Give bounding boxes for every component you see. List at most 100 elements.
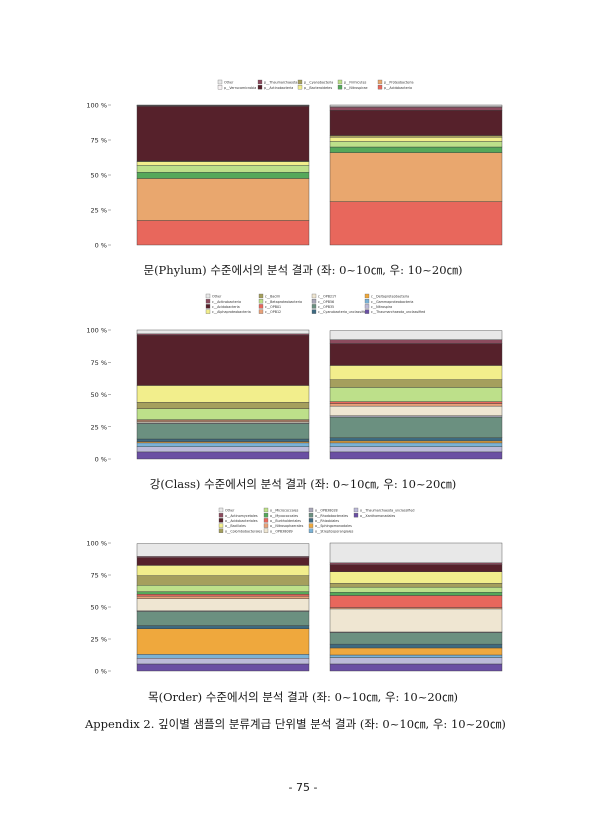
bar-segment — [136, 543, 310, 557]
legend-swatch — [258, 304, 264, 309]
y-tick-label: 0 % — [95, 456, 107, 464]
bar-segment — [136, 625, 310, 629]
legend-label: p__Acidobacteria — [384, 86, 412, 90]
legend-swatch — [205, 293, 211, 299]
y-tick-label: 25 % — [90, 636, 107, 644]
bar-segment — [329, 583, 503, 588]
legend-label: Other — [212, 295, 222, 299]
legend-swatch — [263, 518, 269, 523]
bar-segment — [136, 628, 310, 655]
bar-segment — [136, 106, 310, 162]
legend-label: o__Micrococcales — [270, 509, 299, 513]
legend-swatch — [364, 299, 370, 304]
bar-segment — [329, 592, 503, 596]
bar-segment — [136, 334, 310, 386]
y-tick-label: 25 % — [90, 423, 107, 431]
legend-swatch — [263, 528, 269, 533]
bar-segment — [136, 663, 310, 672]
legend-label: p__Proteobacteria — [384, 81, 414, 85]
bar-segment — [329, 571, 503, 584]
legend-label: c__Acidobacteria — [212, 305, 240, 309]
legend-swatch — [263, 507, 269, 513]
legend-label: o__Burkholderiales — [270, 519, 301, 523]
bar-segment — [136, 575, 310, 586]
legend-label: c__Alphaproteobacteria — [212, 310, 251, 314]
legend-swatch — [364, 304, 370, 309]
legend-label: o__Thaumarchaeota_unclassified — [360, 509, 414, 513]
y-tick-label: 75 % — [90, 137, 107, 145]
y-tick-label: 100 % — [86, 540, 107, 548]
legend-swatch — [308, 507, 314, 513]
legend-label: c__Betaproteobacteria — [265, 300, 302, 304]
legend-swatch — [218, 513, 224, 518]
bar-segment — [329, 632, 503, 645]
legend-swatch — [311, 304, 317, 309]
bar-segment — [329, 564, 503, 573]
bar-segment — [329, 647, 503, 656]
y-tick-label: 75 % — [90, 572, 107, 580]
legend-swatch — [217, 85, 223, 90]
legend-swatch — [257, 79, 263, 85]
y-tick-label: 0 % — [95, 668, 107, 676]
legend-swatch — [218, 528, 224, 533]
legend-swatch — [258, 299, 264, 304]
y-tick-label: 100 % — [86, 327, 107, 335]
caption-order: 목(Order) 수준에서의 분석 결과 (좌: 0~10㎝, 우: 10~20… — [148, 690, 458, 704]
legend-label: o__OPB38089 — [270, 529, 293, 533]
legend-label: c__OPB21Y — [318, 295, 337, 299]
y-tick-label: 75 % — [90, 359, 107, 367]
legend-swatch — [308, 518, 314, 523]
legend-label: c__OPB56 — [318, 300, 334, 304]
legend-label: c__OPB01 — [265, 305, 281, 309]
bar-segment — [329, 608, 503, 633]
legend-label: Other — [225, 509, 235, 513]
legend-swatch — [353, 513, 359, 518]
legend-swatch — [258, 293, 264, 299]
legend-swatch — [297, 85, 303, 90]
bar-segment — [136, 598, 310, 612]
legend-swatch — [263, 523, 269, 528]
legend-label: p__Bacteroidetes — [304, 86, 332, 90]
bar-segment — [329, 586, 503, 593]
bar-segment — [136, 595, 310, 599]
legend-swatch — [258, 309, 264, 314]
y-tick-label: 100 % — [86, 102, 107, 110]
y-tick-label: 50 % — [90, 172, 107, 180]
legend-swatch — [364, 309, 370, 314]
legend-swatch — [311, 309, 317, 314]
legend-label: c__Nitrospira — [371, 305, 392, 309]
y-tick-label: 0 % — [95, 242, 107, 250]
legend-label: p__Firmicutes — [344, 81, 367, 85]
legend-label: c__Actinobacteria — [212, 300, 241, 304]
legend-label: p__Cyanobacteria — [304, 81, 333, 85]
legend-swatch — [353, 507, 359, 513]
bar-segment — [136, 611, 310, 626]
legend-swatch — [218, 518, 224, 523]
legend-swatch — [205, 304, 211, 309]
bar-segment — [136, 654, 310, 659]
bar-segment — [136, 565, 310, 576]
legend-label: o__Acidobacteriales — [225, 519, 258, 523]
legend-swatch — [311, 299, 317, 304]
legend-swatch — [311, 293, 317, 299]
bar-segment — [329, 110, 503, 136]
legend-label: o__Bacillales — [225, 524, 246, 528]
bar-segment — [329, 330, 503, 340]
legend-label: p__Verrucomicrobia — [224, 86, 256, 90]
appendix-title: Appendix 2. 깊이별 샘플의 분류계급 단위별 분석 결과 (좌: 0… — [85, 717, 506, 731]
legend-label: p__Thaumarchaeota — [264, 81, 297, 85]
bar-segment — [329, 643, 503, 649]
legend-label: o__Actinomycetales — [225, 514, 258, 518]
bar-segment — [329, 201, 503, 246]
legend-swatch — [217, 79, 223, 85]
bar-segment — [329, 562, 503, 565]
y-tick-label: 25 % — [90, 207, 107, 215]
bar-segment — [136, 329, 310, 335]
legend-swatch — [377, 79, 383, 85]
bar-segment — [136, 591, 310, 595]
legend-label: p__Actinobacteria — [264, 86, 293, 90]
legend-label: o__OPB38028 — [315, 509, 338, 513]
legend-label: c__Thaumarchaeota_unclassified — [371, 310, 425, 314]
